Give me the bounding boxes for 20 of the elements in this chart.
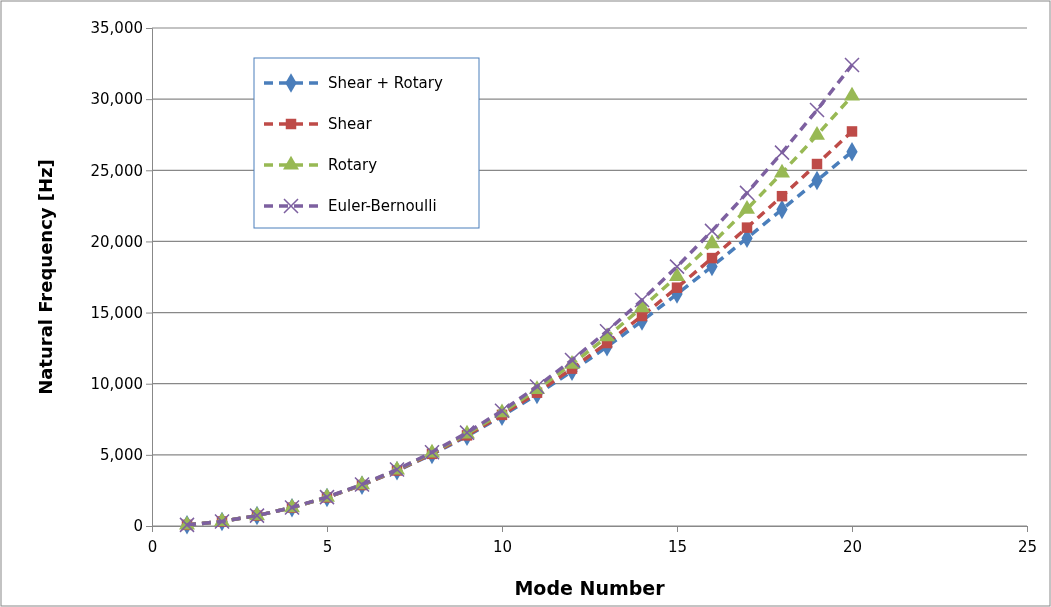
y-tick-label: 5,000	[100, 446, 143, 465]
legend-label: Shear + Rotary	[328, 74, 443, 92]
legend-label: Euler-Bernoulli	[328, 197, 437, 215]
y-tick-label: 0	[133, 517, 143, 536]
y-tick-label: 25,000	[90, 161, 143, 180]
legend-label: Rotary	[328, 156, 378, 174]
x-tick-label: 0	[147, 537, 158, 556]
x-tick-label: 15	[667, 537, 688, 556]
x-tick-label: 20	[842, 537, 863, 556]
legend-label: Shear	[328, 115, 373, 133]
y-tick-label: 30,000	[90, 90, 143, 109]
y-tick-label: 20,000	[90, 232, 143, 251]
x-tick-label: 5	[322, 537, 333, 556]
x-axis-title: Mode Number	[514, 577, 666, 599]
y-tick-label: 35,000	[90, 19, 143, 38]
y-axis-title: Natural Frequency [Hz]	[35, 159, 56, 395]
x-tick-label: 10	[492, 537, 513, 556]
x-tick-label: 25	[1017, 537, 1038, 556]
y-tick-label: 15,000	[90, 303, 143, 322]
y-tick-label: 10,000	[90, 375, 143, 394]
